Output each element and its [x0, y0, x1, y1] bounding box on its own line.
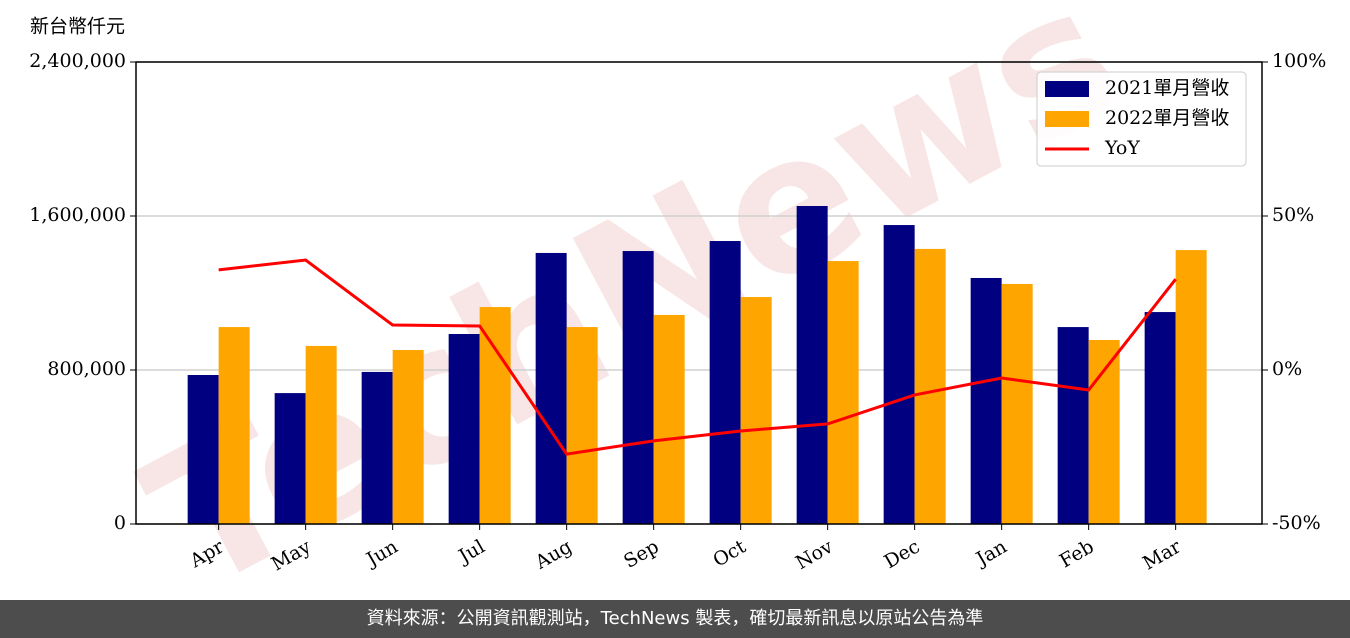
legend-label: YoY	[1104, 137, 1140, 159]
bar	[392, 349, 424, 524]
bar	[914, 248, 946, 525]
bar	[305, 345, 337, 524]
bar	[1175, 250, 1207, 524]
bar	[1001, 283, 1033, 524]
plot-frame	[135, 61, 1263, 525]
legend-swatch	[1045, 81, 1089, 97]
x-tick-label: Aug	[531, 536, 576, 575]
bar	[1088, 339, 1120, 524]
bar	[827, 261, 859, 524]
y-tick-label: 800,000	[47, 358, 126, 380]
x-tick-label: Mar	[1139, 535, 1185, 574]
y-tick-label: 0	[114, 512, 126, 534]
x-tick-label: Feb	[1056, 536, 1098, 573]
footer: 資料來源：公開資訊觀測站，TechNews 製表，確切最新訊息以原站公告為準	[0, 600, 1350, 638]
bar	[970, 277, 1002, 524]
bar	[218, 327, 250, 524]
bar	[535, 252, 567, 524]
legend-label: 2021單月營收	[1105, 77, 1229, 99]
y-tick-label: 1,600,000	[29, 204, 126, 226]
bar	[187, 375, 219, 524]
chart: 新台幣仟元 TechNews0800,0001,600,0002,400,000…	[29, 0, 1326, 634]
legend-label: 2022單月營收	[1105, 107, 1229, 129]
bar	[740, 297, 772, 524]
bar	[479, 307, 511, 524]
bar	[796, 205, 828, 525]
bar	[622, 251, 654, 524]
x-tick-label: Sep	[620, 536, 663, 573]
y2-tick-label: 0%	[1272, 358, 1302, 380]
x-tick-label: Oct	[709, 535, 750, 571]
bar	[361, 371, 393, 524]
y2-tick-label: 100%	[1272, 50, 1326, 72]
bar	[709, 241, 741, 524]
legend-swatch	[1045, 111, 1089, 127]
y-tick-label: 2,400,000	[29, 50, 126, 72]
bar	[883, 225, 915, 525]
bar	[1144, 312, 1176, 524]
bar	[274, 393, 306, 524]
legend-box	[1036, 71, 1247, 167]
bar	[1057, 327, 1089, 524]
y2-tick-label: 50%	[1272, 204, 1314, 226]
y2-tick-label: -50%	[1272, 512, 1321, 534]
bar	[566, 327, 598, 524]
x-tick-label: Nov	[792, 535, 837, 574]
bar	[653, 314, 685, 524]
line	[218, 258, 1177, 456]
x-tick-label: Jan	[971, 536, 1011, 572]
bar	[448, 334, 480, 524]
x-tick-label: Jul	[453, 536, 488, 569]
x-tick-label: Dec	[880, 536, 923, 574]
y-axis-label: 新台幣仟元	[30, 16, 125, 38]
